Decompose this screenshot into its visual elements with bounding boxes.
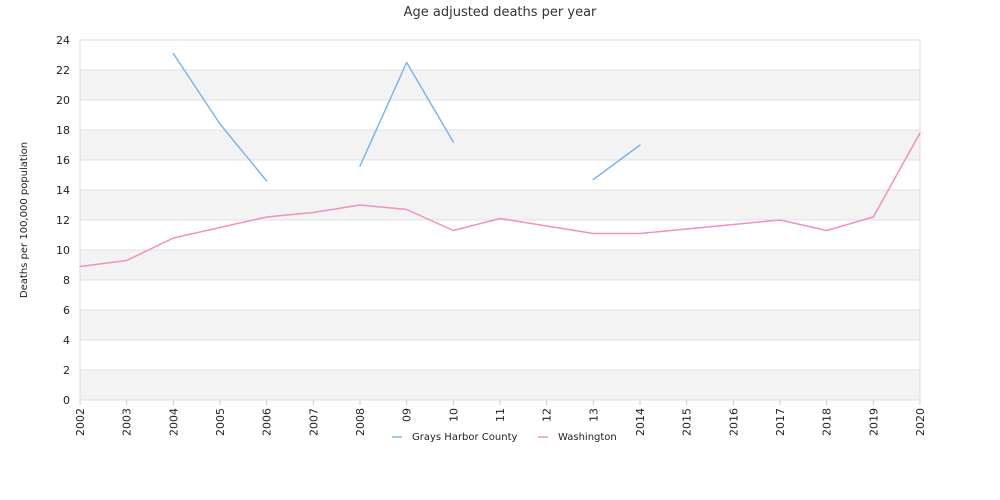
y-tick-label: 18 bbox=[56, 124, 70, 137]
background-band bbox=[80, 100, 920, 130]
background-band bbox=[80, 70, 920, 100]
x-tick-label: 2004 bbox=[167, 408, 180, 436]
x-tick-label: 13 bbox=[587, 408, 600, 422]
y-tick-label: 14 bbox=[56, 184, 70, 197]
legend-label: Washington bbox=[558, 432, 617, 443]
x-tick-label: 2005 bbox=[214, 408, 227, 436]
background-band bbox=[80, 190, 920, 220]
chart-title: Age adjusted deaths per year bbox=[404, 5, 597, 20]
background-band bbox=[80, 130, 920, 160]
x-tick-label: 2020 bbox=[914, 408, 927, 436]
y-tick-label: 2 bbox=[63, 364, 70, 377]
x-tick-label: 2003 bbox=[121, 408, 134, 436]
y-tick-label: 0 bbox=[63, 394, 70, 407]
x-tick-label: 09 bbox=[401, 408, 414, 422]
x-tick-label: 11 bbox=[494, 408, 507, 422]
y-tick-label: 8 bbox=[63, 274, 70, 287]
background-band bbox=[80, 250, 920, 280]
y-tick-label: 20 bbox=[56, 94, 70, 107]
y-tick-label: 4 bbox=[63, 334, 70, 347]
x-tick-label: 2016 bbox=[727, 408, 740, 436]
series-lines bbox=[79, 52, 921, 268]
background-band bbox=[80, 340, 920, 370]
legend-item-grays-harbor-county[interactable]: Grays Harbor County bbox=[392, 432, 518, 443]
legend-item-washington[interactable]: Washington bbox=[538, 432, 617, 443]
x-tick-label: 2019 bbox=[867, 408, 880, 436]
y-tick-label: 16 bbox=[56, 154, 70, 167]
series-line-segment[interactable] bbox=[172, 52, 268, 182]
y-tick-label: 24 bbox=[56, 34, 70, 47]
background-band bbox=[80, 220, 920, 250]
legend-label: Grays Harbor County bbox=[412, 432, 518, 443]
x-tick-label: 12 bbox=[541, 408, 554, 422]
x-tick-label: 2017 bbox=[774, 408, 787, 436]
x-tick-label: 2018 bbox=[821, 408, 834, 436]
y-tick-label: 10 bbox=[56, 244, 70, 257]
x-tick-label: 2002 bbox=[74, 408, 87, 436]
x-tick-label: 2006 bbox=[261, 408, 274, 436]
series-line-segment[interactable] bbox=[592, 144, 641, 181]
x-tick-label: 2008 bbox=[354, 408, 367, 436]
background-band bbox=[80, 310, 920, 340]
background-band bbox=[80, 370, 920, 400]
background-band bbox=[80, 40, 920, 70]
legend[interactable]: Grays Harbor County Washington bbox=[392, 432, 617, 443]
x-tick-label: 2007 bbox=[307, 408, 320, 436]
background-band bbox=[80, 160, 920, 190]
series-washington[interactable] bbox=[79, 132, 921, 268]
series-grays-harbor-county[interactable] bbox=[172, 52, 641, 182]
x-tick-label: 2015 bbox=[681, 408, 694, 436]
background-band bbox=[80, 280, 920, 310]
series-line-segment[interactable] bbox=[359, 61, 455, 167]
x-tick-label: 10 bbox=[447, 408, 460, 422]
plot-background-bands bbox=[80, 40, 920, 400]
y-tick-label: 12 bbox=[56, 214, 70, 227]
series-line-segment[interactable] bbox=[79, 132, 921, 268]
y-tick-label: 6 bbox=[63, 304, 70, 317]
y-tick-label: 22 bbox=[56, 64, 70, 77]
y-axis-title: Deaths per 100,000 population bbox=[19, 142, 30, 298]
x-tick-label: 2014 bbox=[634, 408, 647, 436]
x-axis-tick-labels: 2002 2003 2004 2005 2006 2007 2008 09 10 11 12 13 20… bbox=[74, 400, 927, 436]
